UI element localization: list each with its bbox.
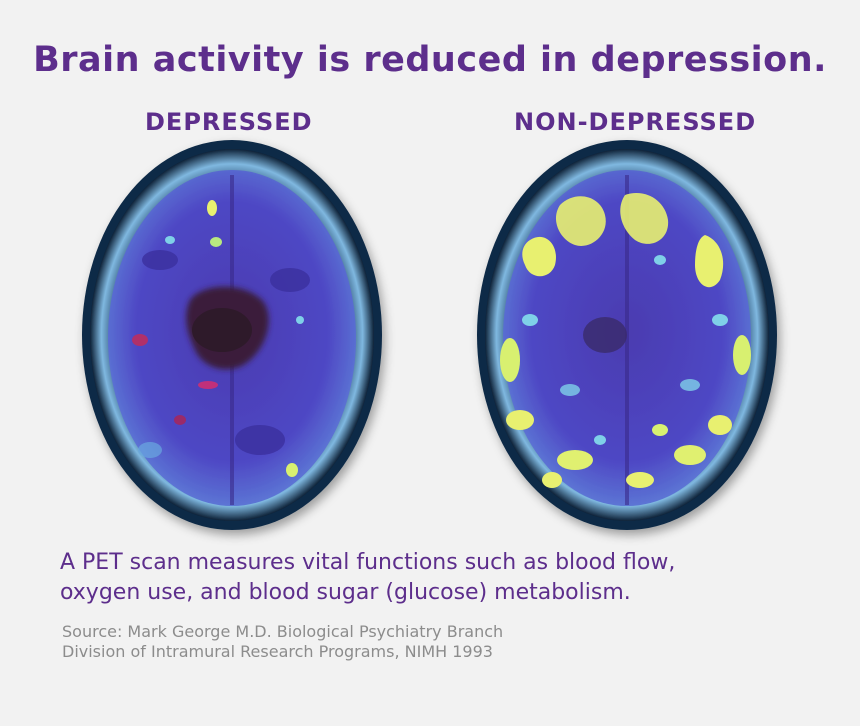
depressed-label: DEPRESSED [145, 108, 313, 136]
non-depressed-label: NON-DEPRESSED [514, 108, 757, 136]
caption-line-2: oxygen use, and blood sugar (glucose) me… [60, 580, 631, 605]
source-line-1: Source: Mark George M.D. Biological Psyc… [62, 622, 504, 641]
caption: A PET scan measures vital functions such… [60, 548, 830, 608]
caption-line-1: A PET scan measures vital functions such… [60, 550, 676, 575]
non-depressed-activity-map [500, 175, 751, 505]
source-citation: Source: Mark George M.D. Biological Psyc… [62, 622, 762, 662]
page-title: Brain activity is reduced in depression. [33, 40, 827, 80]
source-line-2: Division of Intramural Research Programs… [62, 642, 493, 661]
depressed-activity-map [132, 175, 310, 505]
